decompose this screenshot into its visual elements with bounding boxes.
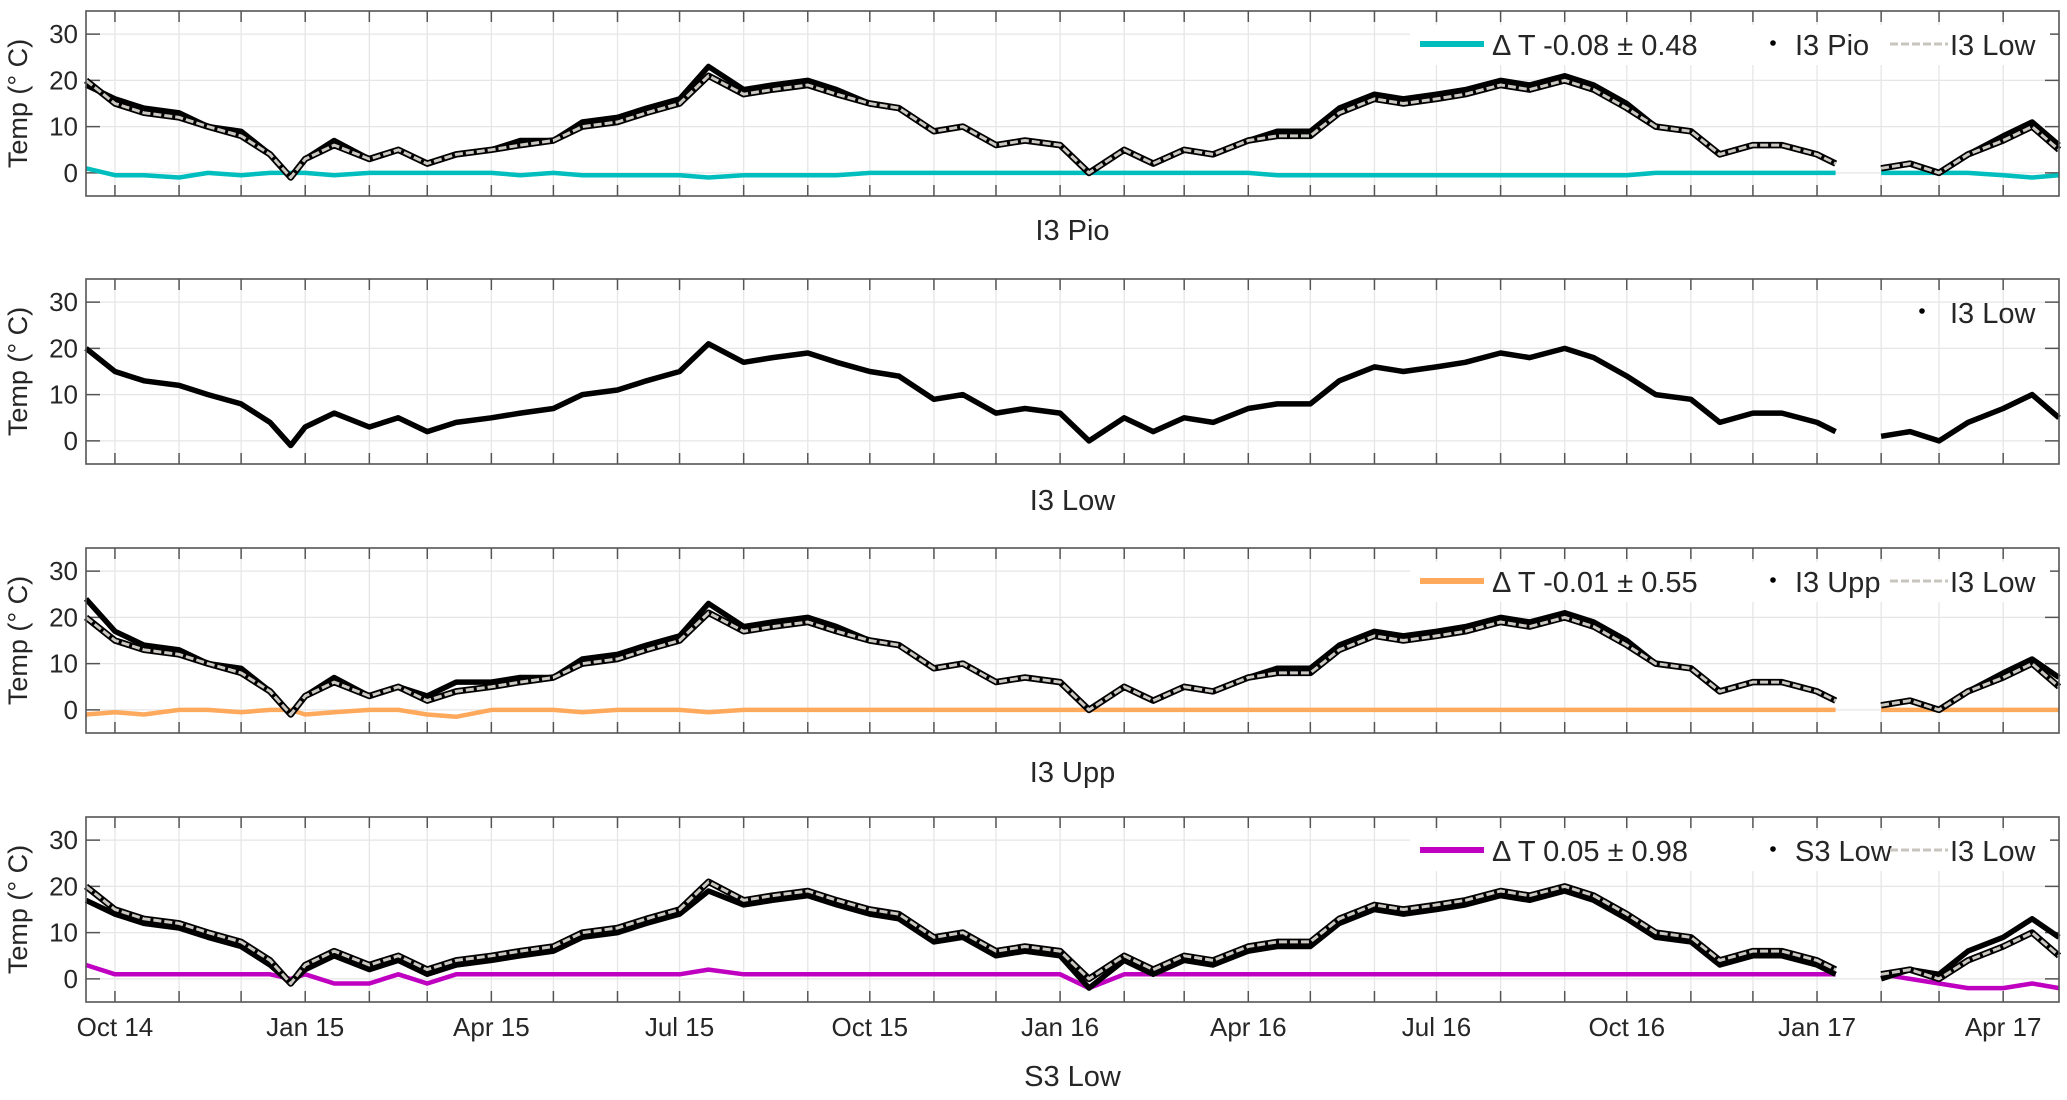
series-reference-line bbox=[1880, 931, 2060, 981]
legend-label-measured: I3 Low bbox=[1950, 298, 2036, 330]
x-axis-label: S3 Low bbox=[1024, 1061, 1122, 1093]
series-delta-line bbox=[85, 166, 1836, 180]
x-axis-label: I3 Pio bbox=[1035, 215, 1109, 247]
legend: Δ T -0.08 ± 0.48 I3 Pio I3 Low bbox=[1410, 25, 2050, 65]
x-tick-label: Jan 16 bbox=[1021, 1012, 1099, 1042]
legend: Δ T -0.01 ± 0.55 I3 Upp I3 Low bbox=[1410, 562, 2050, 602]
x-tick-label: Jul 16 bbox=[1402, 1012, 1471, 1042]
series-measured-line bbox=[84, 888, 1837, 991]
y-tick-label: 0 bbox=[64, 426, 78, 456]
x-tick-label: Oct 14 bbox=[77, 1012, 154, 1042]
series-measured-line bbox=[1880, 391, 2061, 444]
legend-label-delta: Δ T 0.05 ± 0.98 bbox=[1492, 836, 1688, 868]
series-delta-line bbox=[85, 707, 1836, 720]
panel-4: 0 10 20 30 Temp (° C) Δ T 0.05 ± 0.98 S3 Low I3… bbox=[3, 816, 2062, 1093]
legend-marker-measured bbox=[1919, 308, 1925, 314]
y-axis-label: Temp (° C) bbox=[3, 307, 33, 436]
y-tick-label: 10 bbox=[49, 380, 78, 410]
legend-label-reference: I3 Low bbox=[1950, 30, 2036, 62]
x-tick-label: Apr 15 bbox=[453, 1012, 530, 1042]
x-tick-label: Oct 16 bbox=[1588, 1012, 1665, 1042]
x-tick-label: Oct 15 bbox=[832, 1012, 909, 1042]
x-axis-label: I3 Low bbox=[1030, 485, 1116, 517]
series-reference-line bbox=[85, 611, 1837, 716]
axes-box bbox=[85, 10, 2060, 197]
y-tick-label: 0 bbox=[64, 158, 78, 188]
x-tick-label: Jan 15 bbox=[266, 1012, 344, 1042]
y-axis-label: Temp (° C) bbox=[3, 39, 33, 168]
y-tick-label: 10 bbox=[49, 649, 78, 679]
legend-label-reference: I3 Low bbox=[1950, 567, 2036, 599]
legend-label-measured: I3 Pio bbox=[1795, 30, 1869, 62]
legend-background bbox=[1410, 25, 2050, 65]
legend-background bbox=[1410, 562, 2050, 602]
axes-box bbox=[85, 547, 2060, 734]
y-tick-label: 10 bbox=[49, 918, 78, 948]
legend: I3 Low bbox=[1919, 298, 2036, 330]
series-reference-line bbox=[85, 74, 1837, 179]
legend: Δ T 0.05 ± 0.98 S3 Low I3 Low bbox=[1410, 831, 2050, 871]
legend-marker-measured bbox=[1770, 40, 1776, 46]
legend-label-delta: Δ T -0.08 ± 0.48 bbox=[1492, 30, 1698, 62]
plot-area bbox=[86, 279, 2059, 464]
legend-background bbox=[1410, 831, 2050, 871]
series-delta-line bbox=[85, 962, 1836, 991]
x-tick-label: Jul 15 bbox=[645, 1012, 714, 1042]
legend-marker-measured bbox=[1770, 846, 1776, 852]
y-tick-label: 20 bbox=[49, 602, 78, 632]
y-tick-label: 0 bbox=[64, 964, 78, 994]
series-delta-line bbox=[1880, 972, 2060, 991]
x-tick-label: Apr 17 bbox=[1965, 1012, 2042, 1042]
y-tick-label: 30 bbox=[49, 19, 78, 49]
series-measured-line bbox=[84, 341, 1837, 449]
y-tick-label: 30 bbox=[49, 825, 78, 855]
panel-1: 0 10 20 30 Temp (° C) Δ T -0.08 ± 0.48 I3 Pio I… bbox=[3, 10, 2062, 247]
axes-box bbox=[85, 816, 2060, 1003]
panel-3: 0 10 20 30 Temp (° C) Δ T -0.01 ± 0.55 I3 Upp I… bbox=[3, 547, 2062, 789]
y-axis-label: Temp (° C) bbox=[3, 845, 33, 974]
series-delta-line bbox=[1881, 170, 2060, 180]
y-axis-label: Temp (° C) bbox=[3, 576, 33, 705]
legend-label-measured: I3 Upp bbox=[1795, 567, 1880, 599]
y-tick-label: 20 bbox=[49, 333, 78, 363]
legend-label-delta: Δ T -0.01 ± 0.55 bbox=[1492, 567, 1698, 599]
axes-box bbox=[85, 278, 2060, 465]
x-tick-label: Apr 16 bbox=[1210, 1012, 1287, 1042]
y-tick-label: 10 bbox=[49, 112, 78, 142]
legend-marker-measured bbox=[1770, 577, 1776, 583]
y-tick-label: 20 bbox=[49, 65, 78, 95]
panel-2: 0 10 20 30 Temp (° C) I3 Low I3 Low bbox=[3, 278, 2061, 517]
y-tick-label: 0 bbox=[64, 695, 78, 725]
series-reference-line bbox=[1880, 125, 2060, 175]
legend-label-reference: I3 Low bbox=[1950, 836, 2036, 868]
y-tick-label: 30 bbox=[49, 287, 78, 317]
x-axis-label: I3 Upp bbox=[1030, 757, 1115, 789]
series-reference-line bbox=[1880, 662, 2060, 712]
y-tick-label: 20 bbox=[49, 871, 78, 901]
x-tick-label: Jan 17 bbox=[1778, 1012, 1856, 1042]
y-tick-label: 30 bbox=[49, 556, 78, 586]
legend-label-measured: S3 Low bbox=[1795, 836, 1893, 868]
series-reference-line bbox=[85, 880, 1837, 985]
